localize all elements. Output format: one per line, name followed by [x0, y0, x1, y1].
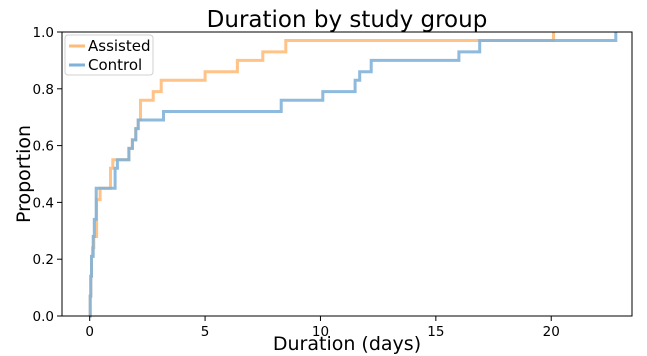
x-tick-label: 10 [312, 324, 329, 340]
y-tick-label: 0.2 [33, 252, 54, 268]
x-axis-label: Duration (days) [273, 333, 421, 355]
y-axis-label: Proportion [13, 125, 35, 223]
y-tick-label: 0.0 [33, 309, 54, 325]
series-layer [88, 32, 618, 318]
x-tick-label: 5 [201, 324, 210, 340]
plot-frame [61, 31, 633, 317]
y-tick-label: 0.4 [33, 195, 54, 211]
plot-area [61, 31, 633, 318]
x-tick-label: 20 [543, 324, 560, 340]
x-axis-ticks: 0 5 10 15 20 [85, 316, 560, 340]
y-tick-label: 0.8 [33, 82, 54, 98]
chart-title: Duration by study group [207, 7, 488, 33]
legend-label-control: Control [88, 56, 142, 74]
y-tick-label: 1.0 [33, 25, 54, 41]
x-tick-label: 0 [85, 324, 94, 340]
series-line-assisted [88, 32, 555, 318]
legend-box [64, 34, 154, 76]
legend-label-assisted: Assisted [88, 37, 151, 55]
y-axis-ticks: 0.0 0.2 0.4 0.6 0.8 1.0 [33, 25, 62, 325]
y-tick-label: 0.6 [33, 139, 54, 155]
series-line-control [88, 32, 618, 318]
x-tick-label: 15 [427, 324, 444, 340]
